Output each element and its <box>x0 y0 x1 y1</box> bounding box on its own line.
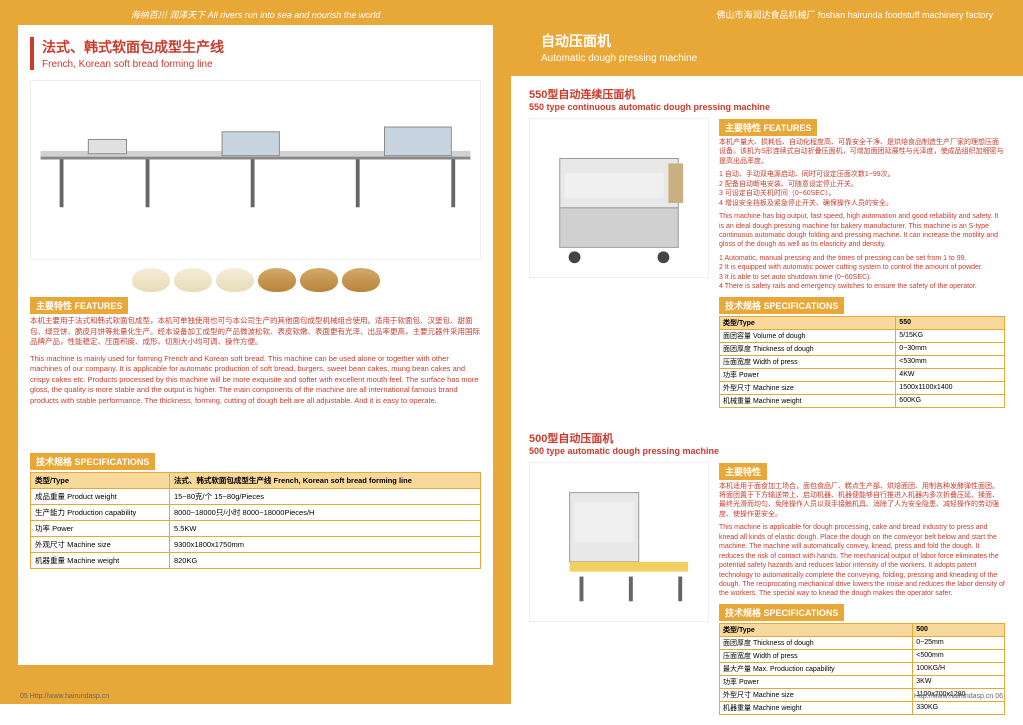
p500-title-cn: 500型自动压面机 <box>529 430 1005 446</box>
p500-feat-label: 主要特性 <box>719 463 767 480</box>
p550-list-cn: 1 自动、手动双电源启动、同时可设定压面次数1~99次。 2 配备自动断电安装、… <box>719 170 1005 208</box>
p550-feat-label: 主要特性 FEATURES <box>719 119 817 136</box>
footer-right: Http://www.hairundasp.cn 06 <box>914 693 1003 700</box>
right-content: 550型自动连续压面机 550 type continuous automati… <box>511 86 1023 725</box>
p500-text: 主要特性 本机适用于面食加工场合，面包食品厂、糕点生产部、烘焙面团、用制各种发酵… <box>719 462 1005 725</box>
features-cn: 本机主要用于法式和韩式软面包成型，本机可单独使用也可与本公司生产的其他面包成型机… <box>30 316 481 348</box>
p500-image <box>529 462 709 622</box>
p550-en: This machine has big output, fast speed,… <box>719 212 1005 250</box>
machine-500-svg <box>530 463 708 621</box>
header-right: 佛山市海润达食品机械厂 foshan hairunda foodstuff ma… <box>511 0 1023 25</box>
left-title-en: French, Korean soft bread forming line <box>42 59 481 70</box>
p500-cn: 本机适用于面食加工场合，面包食品厂、糕点生产部、烘焙面团、用制各种发酵弹性面团。… <box>719 482 1005 520</box>
p550-list-en: 1 Automatic, manual pressing and the tim… <box>719 254 1005 292</box>
header-left: 海纳百川 润泽天下 All rivers run into sea and no… <box>0 0 511 25</box>
left-page: 海纳百川 润泽天下 All rivers run into sea and no… <box>0 0 511 704</box>
p500-en: This machine is applicable for dough pro… <box>719 523 1005 599</box>
p550-text: 主要特性 FEATURES 本机产量大、损耗低、自动化程度高、可靠安全干净、是烘… <box>719 118 1005 418</box>
th-val: 法式、韩式软面包成型生产线 French, Korean soft bread … <box>169 473 480 489</box>
conveyor-svg <box>31 100 480 240</box>
left-title-block: 法式、韩式软面包成型生产线 French, Korean soft bread … <box>30 37 481 70</box>
right-title-en: Automatic dough pressing machine <box>541 53 993 64</box>
bread-samples <box>30 268 481 292</box>
right-title-block: 自动压面机 Automatic dough pressing machine <box>511 25 1023 76</box>
bread-icon <box>216 268 254 292</box>
th-type: 类型/Type <box>31 473 170 489</box>
features-header: 主要特性 FEATURES <box>30 297 128 314</box>
footer-left: 05 Http://www.hairundasp.cn <box>20 693 109 700</box>
p550-title-en: 550 type continuous automatic dough pres… <box>529 102 1005 112</box>
bread-icon <box>174 268 212 292</box>
p550-spec-label: 技术规格 SPECIFICATIONS <box>719 297 844 314</box>
p550-cn: 本机产量大、损耗低、自动化程度高、可靠安全干净、是烘焙食品制造生产厂家的理想压面… <box>719 138 1005 166</box>
bread-icon <box>300 268 338 292</box>
right-page: 佛山市海润达食品机械厂 foshan hairunda foodstuff ma… <box>511 0 1023 704</box>
left-spec-table: 类型/Type法式、韩式软面包成型生产线 French, Korean soft… <box>30 472 481 569</box>
product-500: 500型自动压面机 500 type automatic dough press… <box>529 430 1005 725</box>
bread-icon <box>342 268 380 292</box>
p500-title-en: 500 type automatic dough pressing machin… <box>529 446 1005 456</box>
features-en: This machine is mainly used for forming … <box>30 354 481 407</box>
spec-header: 技术规格 SPECIFICATIONS <box>30 453 155 470</box>
p500-spec-label: 技术规格 SPECIFICATIONS <box>719 604 844 621</box>
product-550: 550型自动连续压面机 550 type continuous automati… <box>529 86 1005 418</box>
p550-title-cn: 550型自动连续压面机 <box>529 86 1005 102</box>
p550-image <box>529 118 709 278</box>
left-title-cn: 法式、韩式软面包成型生产线 <box>42 37 481 57</box>
bread-icon <box>258 268 296 292</box>
right-title-cn: 自动压面机 <box>541 31 993 51</box>
machine-550-svg <box>530 119 708 277</box>
left-content: 法式、韩式软面包成型生产线 French, Korean soft bread … <box>18 25 493 665</box>
p500-table: 类型/Type500 面团厚度 Thickness of dough0~25mm… <box>719 623 1005 715</box>
bread-icon <box>132 268 170 292</box>
p550-table: 类型/Type550 面团容量 Volume of dough5/15KG 面团… <box>719 316 1005 408</box>
forming-line-image <box>30 80 481 260</box>
